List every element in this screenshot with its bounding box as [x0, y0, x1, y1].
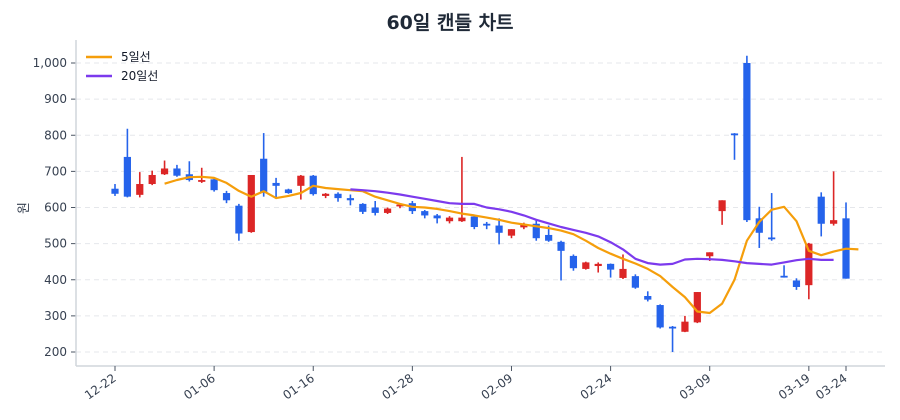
x-tick-label: 03-09 — [677, 371, 714, 402]
candle-up — [619, 268, 627, 278]
x-tick-label: 01-16 — [280, 371, 317, 402]
legend-label: 20일선 — [121, 69, 158, 83]
candle-down — [495, 225, 503, 233]
candle-down — [743, 63, 751, 221]
candle-down — [222, 193, 231, 201]
candle-down — [123, 156, 131, 197]
y-tick-label: 800 — [44, 128, 67, 142]
y-tick-label: 700 — [44, 164, 67, 178]
candles — [111, 55, 850, 352]
candle-down — [284, 189, 293, 194]
candle-down — [334, 193, 342, 199]
chart-title: 60일 캔들 차트 — [386, 12, 514, 34]
candle-down — [631, 276, 639, 288]
candle-up — [322, 193, 330, 196]
candle-down — [532, 223, 540, 239]
candle-down — [173, 168, 181, 176]
candle-up — [445, 217, 454, 222]
candle-down — [607, 263, 615, 270]
candle-up — [693, 292, 701, 323]
candle-down — [470, 216, 478, 228]
candle-up — [582, 262, 590, 269]
candle-up — [160, 168, 169, 175]
candle-down — [111, 188, 119, 194]
candle-down — [272, 182, 280, 186]
candle-up — [830, 220, 838, 224]
candle-down — [730, 133, 739, 136]
candle-up — [148, 174, 156, 185]
x-tick-label: 12-22 — [82, 371, 119, 402]
candle-up — [594, 263, 602, 267]
y-tick-label: 200 — [44, 345, 67, 359]
candle-up — [396, 204, 404, 207]
candle-up — [383, 208, 392, 213]
candle-down — [668, 326, 677, 329]
ma5-line — [164, 175, 859, 315]
candle-down — [260, 158, 268, 194]
y-tick-label: 500 — [44, 237, 67, 251]
candle-down — [210, 179, 218, 191]
candle-down — [433, 215, 441, 219]
candle-down — [346, 198, 355, 201]
y-axis-label: 원 — [17, 202, 32, 214]
candle-down — [483, 223, 491, 226]
candle-down — [768, 237, 776, 240]
candle-down — [371, 207, 379, 213]
candle-down — [656, 305, 664, 328]
x-tick-label: 03-19 — [776, 371, 813, 402]
y-tick-label: 600 — [44, 201, 67, 215]
candle-down — [755, 218, 763, 233]
candle-up — [507, 229, 516, 236]
x-tick-label: 01-06 — [181, 371, 218, 402]
y-tick-label: 400 — [44, 273, 67, 287]
candle-down — [569, 255, 578, 269]
candle-up — [706, 252, 714, 257]
legend: 5일선 20일선 — [86, 50, 158, 83]
candle-down — [545, 234, 553, 241]
candle-down — [421, 211, 429, 216]
candle-down — [235, 205, 243, 234]
x-tick-label: 03-24 — [813, 371, 850, 402]
candle-up — [198, 180, 206, 182]
y-tick-label: 1,000 — [33, 56, 67, 70]
candle-up — [718, 200, 726, 212]
x-tick-label: 01-28 — [379, 371, 416, 402]
candle-down — [644, 296, 652, 300]
ma20-line — [350, 188, 834, 266]
candle-up — [681, 321, 689, 332]
y-tick-label: 300 — [44, 309, 67, 323]
x-tick-label: 02-09 — [479, 371, 516, 402]
candle-up — [458, 217, 466, 222]
legend-label: 5일선 — [121, 50, 151, 64]
candle-up — [520, 224, 528, 228]
candle-up — [136, 184, 144, 195]
candle-down — [817, 196, 825, 224]
x-tick-label: 02-24 — [578, 371, 615, 402]
candle-down — [359, 203, 367, 212]
candle-up — [805, 243, 813, 286]
candle-up — [297, 175, 305, 186]
y-tick-label: 900 — [44, 92, 67, 106]
candle-up — [247, 174, 255, 233]
candle-down — [557, 241, 565, 251]
candle-down — [780, 275, 788, 278]
candle-down — [792, 280, 801, 287]
